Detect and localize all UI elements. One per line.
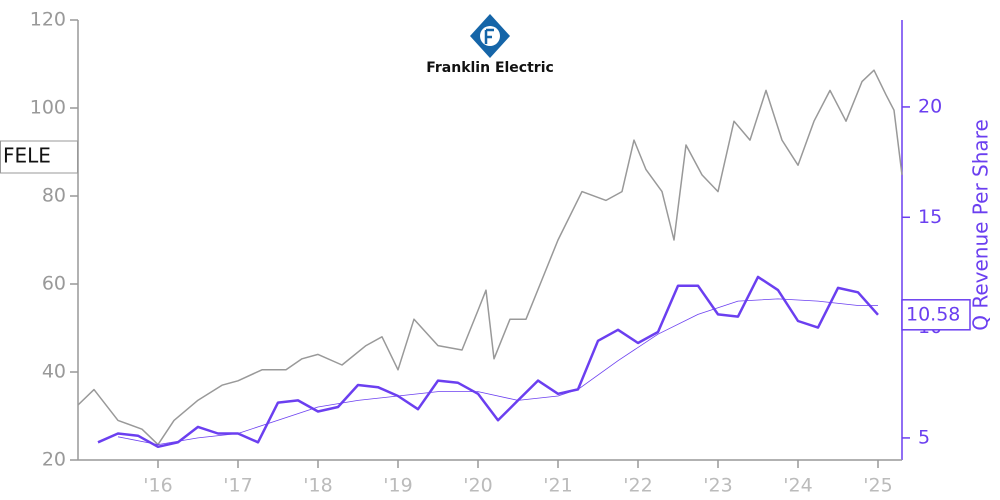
y-tick-label: 120: [30, 9, 66, 31]
x-tick-label: '25: [863, 475, 892, 497]
x-tick-label: '21: [543, 475, 572, 497]
y-tick-label: 40: [42, 361, 66, 383]
y2-axis-label: Q Revenue Per Share: [969, 119, 993, 331]
x-tick-label: '16: [143, 475, 172, 497]
y-tick-label: 60: [42, 273, 66, 295]
series-line: [77, 69, 903, 446]
ticker-box: [0, 140, 78, 174]
y-tick-label: 100: [30, 97, 66, 119]
logo-text: Franklin Electric: [426, 60, 554, 76]
x-tick-label: '20: [463, 475, 492, 497]
x-tick-label: '22: [623, 475, 652, 497]
x-tick-label: '19: [383, 475, 412, 497]
series-line: [97, 275, 879, 449]
y-tick-label: 20: [42, 449, 66, 471]
x-tick-label: '17: [223, 475, 252, 497]
x-tick-label: '24: [783, 475, 812, 497]
y2-tick-label: 15: [918, 206, 942, 228]
y2-tick-label: 20: [918, 95, 942, 117]
ticker: FELE: [3, 144, 51, 168]
y2-tick-label: 5: [918, 426, 930, 448]
value-label: 10.58: [906, 303, 960, 325]
y-tick-label: 80: [42, 185, 66, 207]
x-tick-label: '23: [703, 475, 732, 497]
logo-mark: [484, 28, 494, 44]
logo: [470, 14, 510, 58]
x-tick-label: '18: [303, 475, 332, 497]
series-line: [117, 298, 878, 445]
value-label-box: [901, 299, 971, 331]
